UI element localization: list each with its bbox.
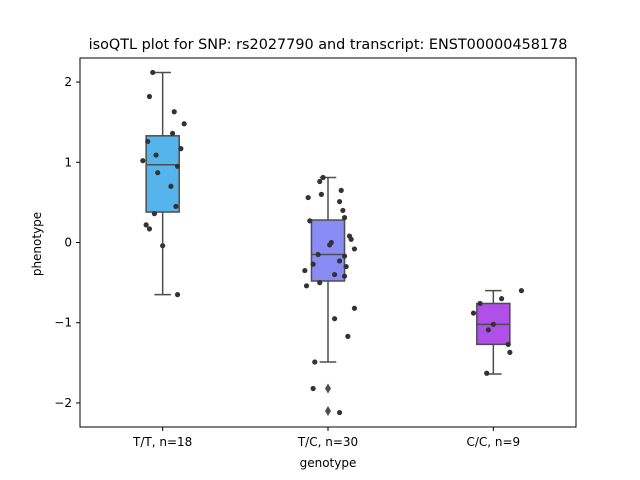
data-point bbox=[173, 203, 179, 210]
box-iqr bbox=[310, 219, 346, 282]
data-point bbox=[499, 296, 505, 302]
data-point bbox=[345, 333, 351, 339]
data-point bbox=[145, 138, 151, 145]
data-point bbox=[338, 187, 344, 193]
data-point bbox=[168, 183, 174, 189]
data-point bbox=[348, 236, 354, 242]
data-point bbox=[174, 163, 181, 169]
data-point bbox=[312, 359, 318, 365]
x-tick-label: C/C, n=9 bbox=[466, 435, 520, 449]
data-point bbox=[305, 194, 311, 201]
data-point bbox=[340, 207, 346, 214]
data-point bbox=[485, 327, 491, 333]
data-point bbox=[146, 93, 153, 100]
data-point bbox=[169, 130, 176, 137]
data-point bbox=[181, 121, 187, 127]
y-tick-label: 1 bbox=[64, 155, 72, 169]
data-point bbox=[150, 69, 156, 76]
data-point bbox=[317, 280, 323, 286]
x-axis-label: genotype bbox=[300, 456, 357, 470]
data-point bbox=[341, 253, 348, 259]
data-point bbox=[490, 321, 496, 327]
data-point bbox=[307, 218, 313, 224]
data-point bbox=[318, 191, 324, 197]
data-point bbox=[341, 215, 348, 221]
data-point bbox=[351, 246, 358, 252]
y-tick-label: 2 bbox=[64, 75, 72, 89]
data-point bbox=[336, 258, 343, 264]
data-point bbox=[477, 300, 483, 307]
chart-title: isoQTL plot for SNP: rs2027790 and trans… bbox=[89, 37, 568, 53]
data-point bbox=[155, 170, 161, 176]
data-point bbox=[178, 146, 184, 152]
data-point bbox=[302, 267, 308, 274]
data-point bbox=[310, 385, 316, 392]
data-point bbox=[332, 271, 338, 278]
outlier-marker bbox=[325, 405, 331, 416]
data-point bbox=[146, 226, 153, 232]
data-point bbox=[320, 174, 326, 181]
box-iqr bbox=[145, 135, 180, 213]
x-tick-label: T/C, n=30 bbox=[297, 435, 358, 449]
data-point bbox=[327, 242, 333, 248]
data-point bbox=[518, 288, 525, 294]
data-point bbox=[484, 370, 490, 376]
data-point bbox=[171, 109, 177, 115]
data-point bbox=[310, 261, 316, 267]
y-tick-label: −1 bbox=[54, 316, 72, 330]
data-point bbox=[332, 316, 338, 322]
data-point bbox=[315, 251, 321, 258]
y-axis-label: phenotype bbox=[30, 212, 44, 276]
y-tick-label: 0 bbox=[64, 236, 72, 250]
data-point bbox=[174, 292, 181, 298]
data-point bbox=[507, 349, 513, 355]
data-point bbox=[341, 273, 348, 279]
data-point bbox=[470, 310, 477, 316]
data-point bbox=[343, 263, 349, 270]
data-point bbox=[336, 409, 343, 416]
data-point bbox=[303, 283, 310, 289]
y-tick-label: −2 bbox=[54, 396, 72, 410]
data-point bbox=[505, 341, 511, 347]
data-point bbox=[160, 243, 166, 249]
x-tick-label: T/T, n=18 bbox=[132, 435, 192, 449]
outlier-marker bbox=[325, 383, 331, 394]
data-point bbox=[151, 211, 157, 217]
data-point bbox=[336, 198, 343, 205]
plot-area: −2 −1 0 1 2 T/T, n=18 T/C, n=30 C/C, n=9 bbox=[54, 57, 577, 449]
data-point bbox=[140, 158, 146, 164]
data-point bbox=[153, 152, 159, 158]
data-point bbox=[351, 305, 358, 311]
data-point bbox=[143, 222, 149, 228]
data-point bbox=[317, 178, 323, 185]
